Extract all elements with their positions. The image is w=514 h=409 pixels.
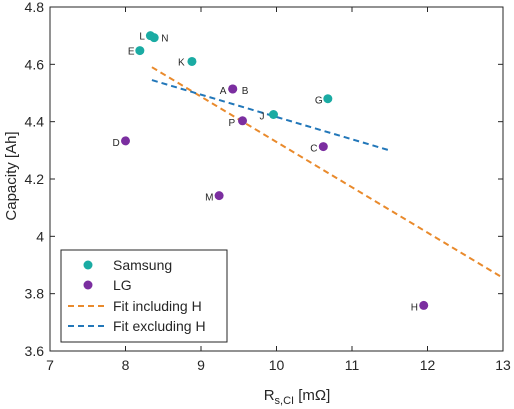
point-label: L: [139, 32, 145, 43]
point-label: P: [229, 118, 236, 129]
data-point-samsung: [268, 110, 278, 119]
y-tick-label: 3.8: [25, 286, 45, 302]
y-tick-label: 4.4: [25, 114, 45, 130]
data-point-samsung: [323, 94, 333, 104]
legend-marker-samsung: [83, 260, 93, 270]
data-point-samsung: [187, 56, 197, 66]
data-point-lg: [238, 116, 248, 126]
x-axis-label-unit: [mΩ]: [298, 387, 330, 404]
plot-area: 7 8 9 10 11 12 13 3.6 3.8 4 4.2 4.4 4.6 4.8 L N E K J G A B P D…: [25, 0, 511, 373]
point-label: J: [259, 112, 264, 123]
legend-label-fit-excluding-h: Fit excluding H: [113, 318, 206, 334]
fit-line-including-h: [151, 66, 504, 279]
data-point-lg: [318, 142, 328, 152]
point-label: E: [128, 47, 135, 58]
legend-label-lg: LG: [113, 277, 132, 293]
x-axis-label: Rs,CI [mΩ]: [264, 387, 331, 407]
y-tick-label: 3.6: [25, 343, 45, 359]
x-axis-label-subscript: s,CI: [275, 395, 295, 407]
data-point-lg: [214, 191, 224, 201]
point-label: B: [242, 86, 249, 97]
x-tick-label: 10: [269, 357, 285, 373]
point-label: H: [411, 302, 418, 313]
legend-marker-lg: [83, 280, 93, 290]
y-tick-label: 4.8: [25, 0, 45, 15]
legend-label-samsung: Samsung: [113, 257, 172, 273]
point-label: N: [161, 34, 168, 45]
data-point-lg: [228, 84, 238, 94]
point-label: D: [113, 138, 120, 149]
point-label: K: [178, 57, 185, 68]
x-tick-label: 12: [420, 357, 436, 373]
x-tick-label: 13: [495, 357, 511, 373]
data-point-lg: [419, 300, 429, 310]
x-tick-label: 7: [46, 357, 54, 373]
y-axis-label: Capacity [Ah]: [3, 131, 20, 220]
data-point-lg: [121, 136, 130, 146]
data-point-samsung: [135, 46, 145, 56]
point-label: C: [310, 144, 317, 155]
data-point-samsung: [149, 33, 159, 43]
y-tick-label: 4.6: [25, 56, 45, 72]
y-tick-label: 4.2: [25, 171, 45, 187]
y-tick-label: 4: [36, 228, 44, 244]
legend-label-fit-including-h: Fit including H: [113, 298, 202, 314]
x-tick-label: 11: [345, 357, 360, 373]
x-axis-label-main: R: [264, 387, 275, 404]
legend: Samsung LG Fit including H Fit excluding…: [60, 249, 228, 343]
point-label: G: [315, 96, 323, 107]
x-tick-label: 8: [122, 357, 130, 373]
point-label: M: [205, 193, 213, 204]
x-tick-label: 9: [197, 357, 205, 373]
point-label: A: [220, 86, 227, 97]
